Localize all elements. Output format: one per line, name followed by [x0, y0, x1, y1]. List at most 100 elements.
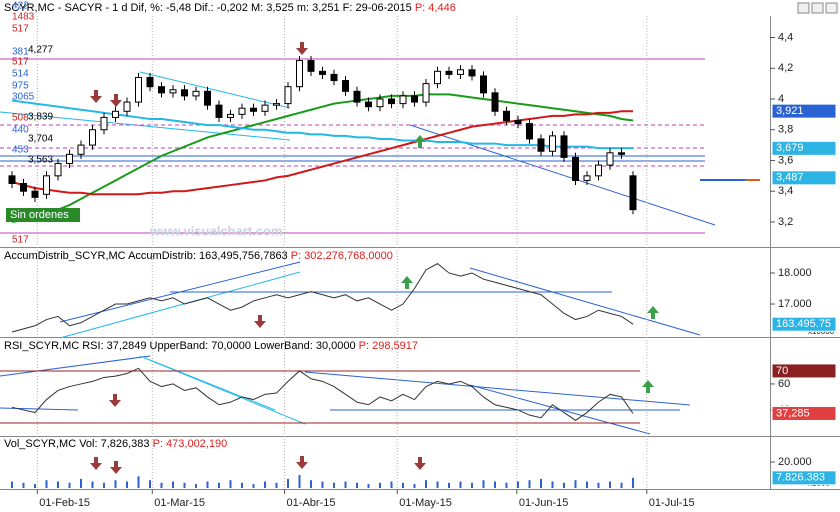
- button-minimize[interactable]: [797, 2, 810, 14]
- x-tick-label: 01-Jun-15: [519, 497, 569, 509]
- depth-label: 517: [12, 235, 29, 246]
- volume-bar: [632, 477, 634, 488]
- signal-arrow: [109, 394, 121, 407]
- candle-body: [135, 76, 142, 103]
- candle-body: [319, 70, 326, 75]
- x-tick-label: 01-Mar-15: [154, 497, 205, 509]
- candle-body: [330, 73, 338, 82]
- candle-body: [77, 144, 85, 155]
- signal-arrow: [401, 276, 413, 289]
- volume-bar: [333, 482, 335, 488]
- depth-label: 422: [12, 1, 29, 12]
- header-part: P: 298,5917: [356, 340, 418, 352]
- watermark: www.visualchart.com: [149, 223, 282, 238]
- candle-body: [480, 75, 487, 94]
- last-value-label: 163.495.75: [776, 318, 831, 330]
- volume-bar: [586, 481, 588, 488]
- y-tick-label: 20.000: [778, 456, 812, 468]
- button-maximize[interactable]: [811, 2, 824, 14]
- candle-body: [411, 95, 418, 103]
- volume-bar: [11, 481, 13, 488]
- volume-bar: [91, 481, 94, 488]
- candle-body: [583, 175, 591, 181]
- candle-body: [8, 175, 16, 185]
- trendline: [59, 271, 301, 339]
- header-part: RSI_SCYR,MC RSI: 37,2849 UpperBand: 70,0…: [4, 340, 356, 352]
- last-value-label: 37,285: [776, 407, 810, 419]
- candle-body: [284, 86, 292, 105]
- volume-bar: [160, 482, 163, 488]
- trendline: [0, 355, 151, 377]
- candle-body: [146, 76, 154, 88]
- volume-bar: [517, 481, 519, 488]
- candle-body: [629, 175, 637, 211]
- level-label: 4,277: [28, 45, 53, 56]
- header-part: P: 302,276,768,0000: [288, 250, 393, 262]
- signal-arrow: [90, 457, 102, 470]
- status-box: [6, 208, 80, 222]
- candle-body: [342, 80, 349, 92]
- volume-bar: [137, 476, 140, 488]
- signal-arrow: [254, 315, 266, 328]
- header-part: P: 4,446: [412, 2, 456, 14]
- candle-body: [422, 83, 430, 103]
- volume-bar: [425, 480, 427, 488]
- level-label: 3,839: [28, 112, 53, 123]
- volume-bar: [172, 481, 174, 488]
- candle-body: [491, 92, 499, 112]
- candle-body: [376, 98, 384, 108]
- last-value-box: [771, 140, 837, 156]
- candle-body: [434, 70, 441, 85]
- last-value-box: [771, 170, 837, 186]
- volume-bar: [34, 484, 36, 488]
- candle-body: [261, 104, 269, 112]
- candle-body: [31, 190, 39, 198]
- window-buttons: [797, 2, 838, 14]
- volume-bar: [149, 480, 151, 488]
- volume-bar: [298, 475, 301, 488]
- volume-bar: [45, 480, 48, 488]
- trendline: [304, 371, 691, 406]
- candle-body: [445, 70, 453, 75]
- depth-label: 3065: [12, 92, 35, 103]
- signal-arrow: [414, 135, 426, 148]
- header-part: P: 473,002,190: [150, 438, 228, 450]
- candle-body: [89, 129, 96, 146]
- candle-body: [468, 69, 476, 77]
- status-label: Sin ordenes: [10, 209, 69, 221]
- signal-arrow: [110, 94, 122, 107]
- panel-borders: [0, 16, 840, 490]
- signal-arrow: [414, 457, 426, 470]
- volume-bar: [402, 482, 404, 488]
- candle-body: [169, 89, 177, 94]
- volume-bar: [241, 482, 243, 488]
- volume-bar: [379, 482, 381, 488]
- depth-label: 508: [12, 113, 29, 124]
- volume-bar: [103, 482, 105, 488]
- candle-body: [560, 135, 568, 158]
- candle-body: [43, 175, 50, 195]
- signal-arrow: [110, 461, 122, 474]
- button-close[interactable]: [825, 2, 838, 14]
- last-value-label: 7.826.383: [776, 472, 825, 484]
- indicator-line: [11, 263, 634, 333]
- last-value-box: [771, 470, 837, 486]
- last-value-label: 3,487: [776, 172, 804, 184]
- candle-body: [365, 101, 372, 108]
- y-tick-label: 60: [778, 378, 790, 390]
- volume-bar: [57, 481, 59, 488]
- depth-label: 514: [12, 69, 29, 80]
- candle-body: [514, 120, 522, 125]
- trendline: [0, 407, 79, 411]
- volume-bar: [482, 480, 485, 488]
- last-value-box: [771, 405, 837, 421]
- candle-body: [250, 107, 257, 112]
- y-tick-label: 3,6: [778, 154, 793, 166]
- volume-bar: [551, 481, 554, 488]
- candle-body: [192, 90, 200, 97]
- trendline: [149, 359, 276, 411]
- candle-body: [399, 95, 407, 105]
- depth-label: 975: [12, 81, 29, 92]
- level-label: 3,704: [28, 134, 53, 145]
